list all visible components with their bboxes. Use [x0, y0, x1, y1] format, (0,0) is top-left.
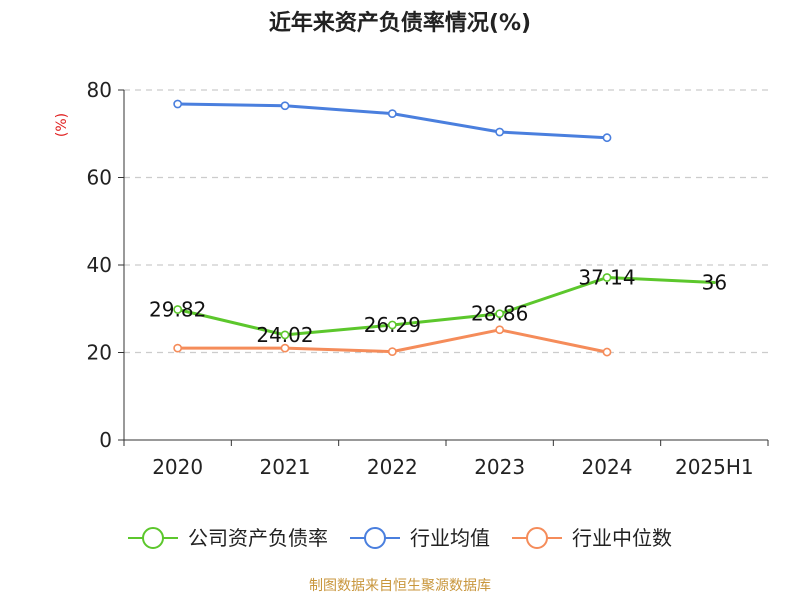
data-point — [602, 347, 612, 357]
data-label: 37.14 — [578, 266, 635, 290]
series-line-1 — [176, 276, 716, 337]
data-point — [387, 320, 397, 330]
x-tick-label: 2025H1 — [675, 455, 754, 479]
y-axis-label: (%) — [54, 113, 70, 137]
y-tick-label: 60 — [87, 166, 112, 190]
series-layer — [173, 99, 716, 357]
grid-lines — [124, 89, 768, 354]
y-tick-label: 80 — [87, 78, 112, 102]
series-line-2 — [176, 102, 609, 140]
data-point — [387, 347, 397, 357]
x-tick-label: 2024 — [582, 455, 633, 479]
legend-item-2: 行业均值 — [350, 526, 490, 550]
data-label: 28.86 — [471, 302, 528, 326]
data-label: 24.02 — [256, 323, 313, 347]
data-point — [387, 109, 397, 119]
legend-swatch-marker — [364, 527, 386, 549]
chart-title: 近年来资产负债率情况(%) — [269, 10, 531, 36]
data-point — [173, 99, 183, 109]
legend-item-1: 公司资产负债率 — [128, 526, 328, 550]
x-tick-label: 2020 — [152, 455, 203, 479]
data-labels: 29.82 24.02 26.29 28.86 37.14 36 — [149, 266, 727, 347]
legend-label: 公司资产负债率 — [188, 526, 328, 550]
data-point — [495, 309, 505, 319]
data-point — [495, 127, 505, 137]
data-point — [602, 273, 612, 282]
data-point — [495, 325, 505, 335]
data-point — [280, 330, 290, 340]
legend-swatch-marker — [526, 527, 548, 549]
legend-swatch-marker — [142, 527, 164, 549]
x-tick-label: 2022 — [367, 455, 418, 479]
data-point — [173, 343, 183, 353]
axes: 0 20 40 60 80 2020 2021 2022 2023 2024 2025H1 — [87, 78, 769, 479]
legend-label: 行业中位数 — [572, 526, 672, 550]
legend-item-3: 行业中位数 — [512, 526, 672, 550]
data-point — [173, 305, 183, 314]
data-label: 36 — [702, 271, 727, 295]
data-point — [602, 133, 612, 143]
data-point — [280, 101, 290, 111]
data-label: 29.82 — [149, 298, 206, 322]
x-tick-label: 2023 — [474, 455, 525, 479]
x-tick-label: 2021 — [260, 455, 311, 479]
y-tick-label: 20 — [87, 341, 112, 365]
legend: 公司资产负债率 行业均值 行业中位数 — [128, 526, 672, 550]
source-note: 制图数据来自恒生聚源数据库 — [309, 578, 491, 594]
data-point — [280, 343, 290, 353]
data-label: 26.29 — [364, 313, 421, 337]
y-tick-label: 0 — [99, 428, 112, 452]
legend-label: 行业均值 — [410, 526, 490, 550]
y-tick-label: 40 — [87, 253, 112, 277]
